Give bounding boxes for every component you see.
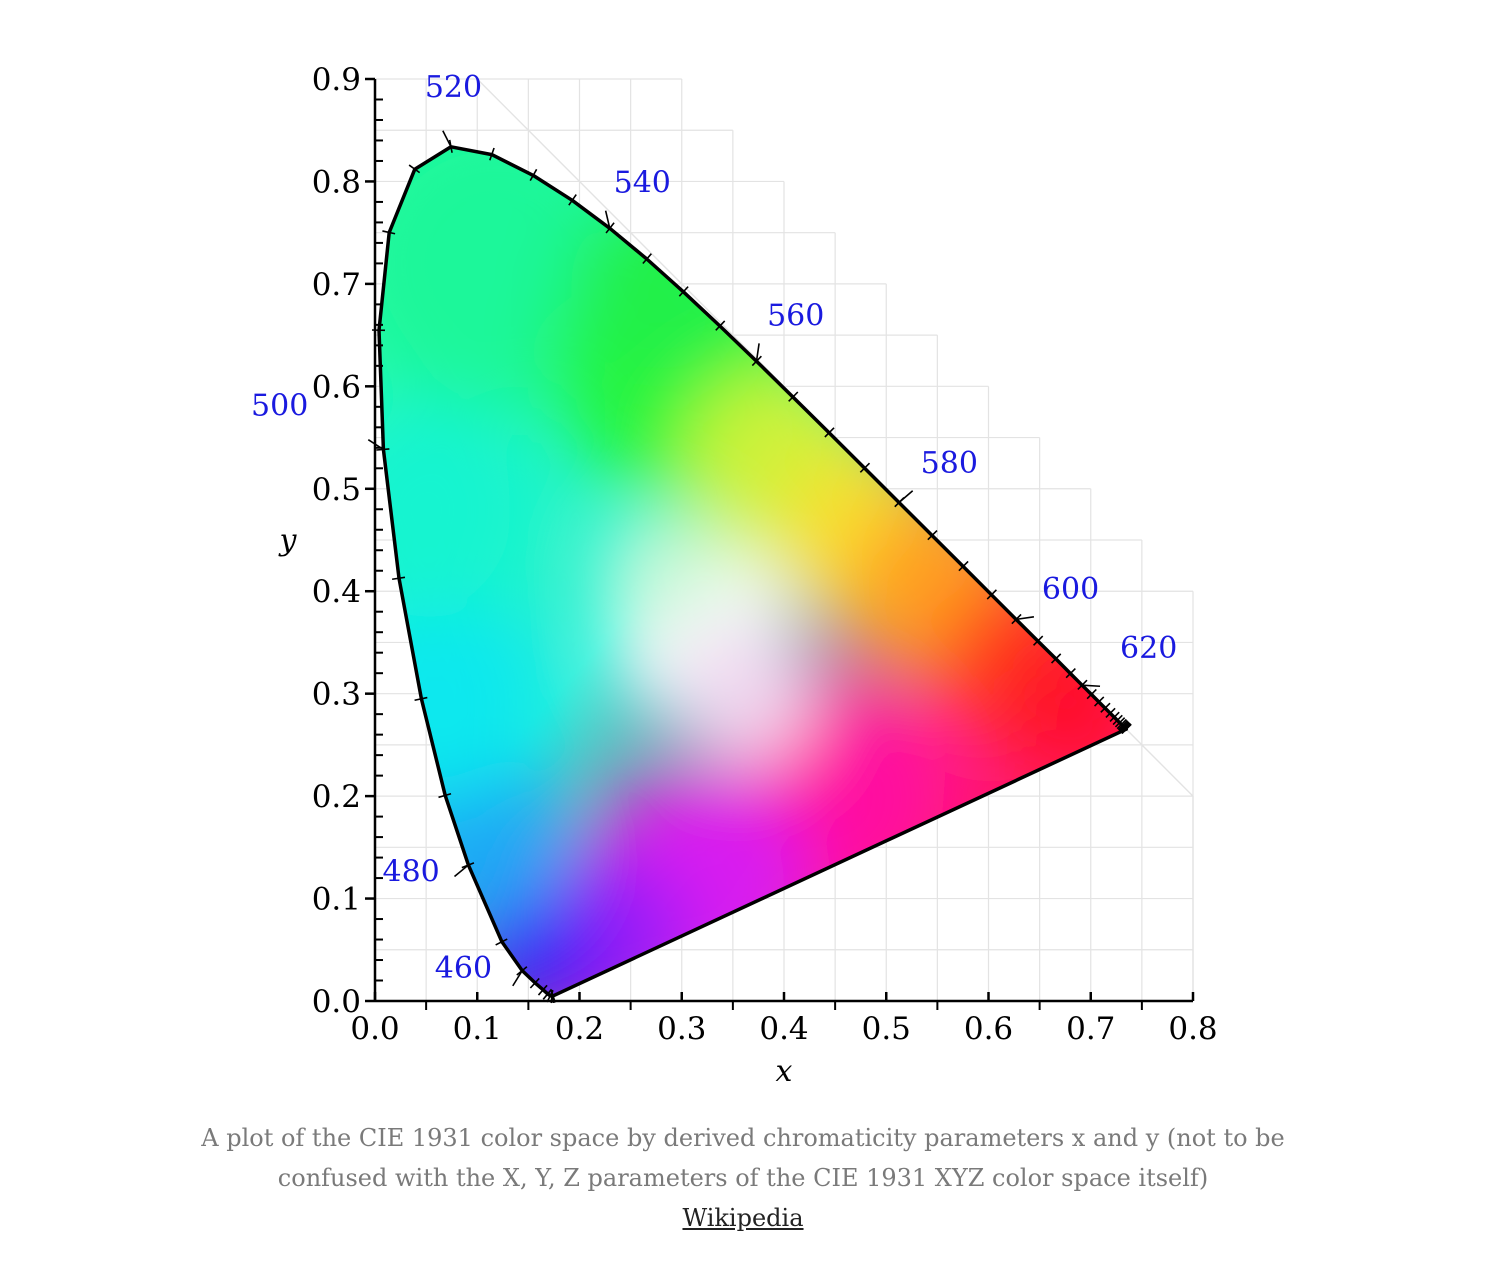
x-tick-label: 0.5 [862,1011,911,1047]
locus-tick [1105,707,1116,719]
locus-tick [438,792,452,799]
locus-tick [788,391,799,402]
locus-tick [927,529,938,541]
wavelength-leader-line [755,343,760,362]
y-tick-label: 0.2 [312,779,361,815]
x-tick-label: 0.8 [1168,1011,1217,1047]
locus-tick [1112,714,1123,726]
y-tick-label: 0.7 [312,267,361,303]
locus-tick [529,168,538,182]
locus-tick [1065,667,1076,679]
locus-tick [1109,711,1120,723]
wavelength-leader-line [604,210,611,229]
gamut-color-blob [673,623,814,764]
wavelength-label: 560 [767,298,824,333]
locus-tick [986,589,997,600]
y-tick-label: 0.4 [312,574,361,610]
wavelength-label: 600 [1042,572,1099,607]
x-tick-label: 0.1 [453,1011,502,1047]
y-tick-label: 0.1 [312,882,361,918]
locus-tick [1118,720,1129,732]
y-axis-title: y [278,523,298,558]
figure-caption: A plot of the CIE 1931 color space by de… [180,1118,1306,1238]
locus-tick [1116,718,1127,730]
chart-svg: 0.0 0.1 0.2 0.3 0.4 0.5 0.6 0.7 0.8 0.0 0.1 0.2 0.3 0… [251,62,1218,1089]
gamut-color-blob [601,510,722,631]
locus-tick [1086,688,1097,700]
wavelength-label: 480 [382,855,439,890]
locus-tick [1050,653,1062,664]
locus-tick [1032,635,1044,646]
y-tick-label: 0.8 [312,164,361,200]
locus-tick [642,253,652,265]
gamut-color-blob [379,399,537,620]
locus-tick [1117,720,1129,731]
x-tick-label: 0.6 [964,1011,1013,1047]
x-tick-label: 0.0 [350,1011,399,1047]
wavelength-labels: 460 480 500 520 540 560 580 600 620 [251,70,1177,987]
locus-tick [1120,722,1131,733]
locus-tick [678,286,689,297]
wavelength-label: 460 [435,951,492,986]
wavelength-label: 520 [425,70,482,105]
x-tick-label: 0.2 [555,1011,604,1047]
locus-tick [408,164,421,174]
y-tick-label: 0.0 [312,984,361,1020]
wavelength-label: 500 [251,389,308,424]
wavelength-leader-line [442,130,452,148]
locus-tick [1121,723,1132,735]
x-axis-title: x [776,1054,793,1089]
x-tick-label: 0.3 [657,1011,706,1047]
x-tick-label: 0.7 [1066,1011,1115,1047]
wavelength-label: 540 [614,166,671,201]
grid-boundary [476,78,1194,1001]
locus-tick [715,320,726,331]
wavelength-leader-line [1015,616,1035,621]
locus-tick [1094,696,1105,707]
locus-tick [568,194,577,206]
y-tick-label: 0.9 [312,62,361,98]
locus-tick [859,462,871,473]
wavelength-leader-line [1082,684,1101,688]
y-tick-label: 0.5 [312,472,361,508]
locus-tick [1119,721,1130,732]
wavelength-label: 620 [1120,631,1177,666]
y-tick-label: 0.3 [312,677,361,713]
locus-tick [489,147,495,161]
wavelength-leader-line [898,490,914,504]
locus-tick [1100,702,1111,713]
locus-tick [537,984,548,996]
wavelength-leader-line [512,970,523,987]
source-link[interactable]: Wikipedia [682,1204,804,1232]
locus-tick [958,560,969,572]
wavelength-leader-line [367,438,384,451]
locus-tick [495,938,508,946]
gamut-color-fill [379,146,1127,997]
x-tick-label: 0.4 [759,1011,808,1047]
axes-layer: 0.0 0.1 0.2 0.3 0.4 0.5 0.6 0.7 0.8 0.0 0.1 0.2 0.3 0… [312,62,1218,1047]
locus-tick [542,988,553,1000]
locus-tick [414,696,428,702]
locus-tick [1114,717,1126,728]
wavelength-label: 580 [921,446,978,481]
locus-tick [391,576,406,581]
cie-chromaticity-chart: 0.0 0.1 0.2 0.3 0.4 0.5 0.6 0.7 0.8 0.0 0.1 0.2 0.3 0… [251,62,1218,1089]
caption-text: A plot of the CIE 1931 color space by de… [201,1124,1285,1192]
locus-tick [529,977,540,989]
locus-tick [382,230,396,235]
locus-tick [824,427,835,438]
y-tick-label: 0.6 [312,369,361,405]
wavelength-leader-line [453,864,469,878]
